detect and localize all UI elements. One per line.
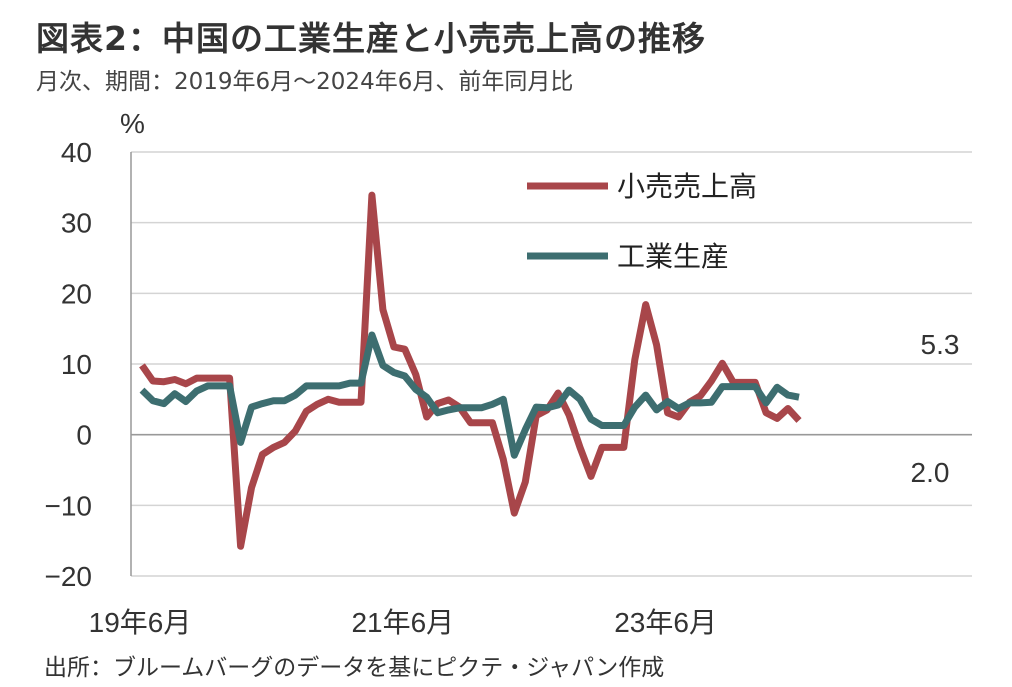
chart-source-note: 出所：ブルームバーグのデータを基にピクテ・ジャパン作成 bbox=[44, 655, 665, 681]
series-lines bbox=[139, 191, 802, 550]
gridlines bbox=[131, 151, 972, 577]
annotations: 5.3 2.0 bbox=[911, 329, 960, 488]
y-tick-label: −20 bbox=[45, 561, 93, 592]
y-tick-label: −10 bbox=[45, 490, 93, 521]
x-tick-label: 19年6月 bbox=[89, 607, 192, 638]
y-axis-unit-label: % bbox=[120, 108, 145, 139]
value-annotation: 2.0 bbox=[911, 457, 950, 488]
y-tick-label: 0 bbox=[76, 420, 92, 451]
chart-subtitle: 月次、期間：2019年6月～2024年6月、前年同月比 bbox=[36, 69, 574, 95]
x-axis-ticks: 19年6月 21年6月 23年6月 bbox=[89, 607, 717, 638]
y-axis-ticks: 40 30 20 10 0 −10 −20 bbox=[45, 137, 93, 592]
x-tick-label: 23年6月 bbox=[614, 607, 717, 638]
y-tick-label: 10 bbox=[61, 349, 92, 380]
legend-label: 工業生産 bbox=[617, 240, 729, 273]
x-tick-label: 21年6月 bbox=[351, 607, 454, 638]
series-line-industrial-production bbox=[139, 331, 800, 459]
y-tick-label: 30 bbox=[61, 208, 92, 239]
value-annotation: 5.3 bbox=[921, 329, 960, 360]
chart-title: 図表2：中国の工業生産と小売売上高の推移 bbox=[36, 19, 706, 58]
legend-label: 小売売上高 bbox=[617, 170, 757, 203]
y-tick-label: 40 bbox=[61, 137, 92, 168]
y-tick-label: 20 bbox=[61, 278, 92, 309]
